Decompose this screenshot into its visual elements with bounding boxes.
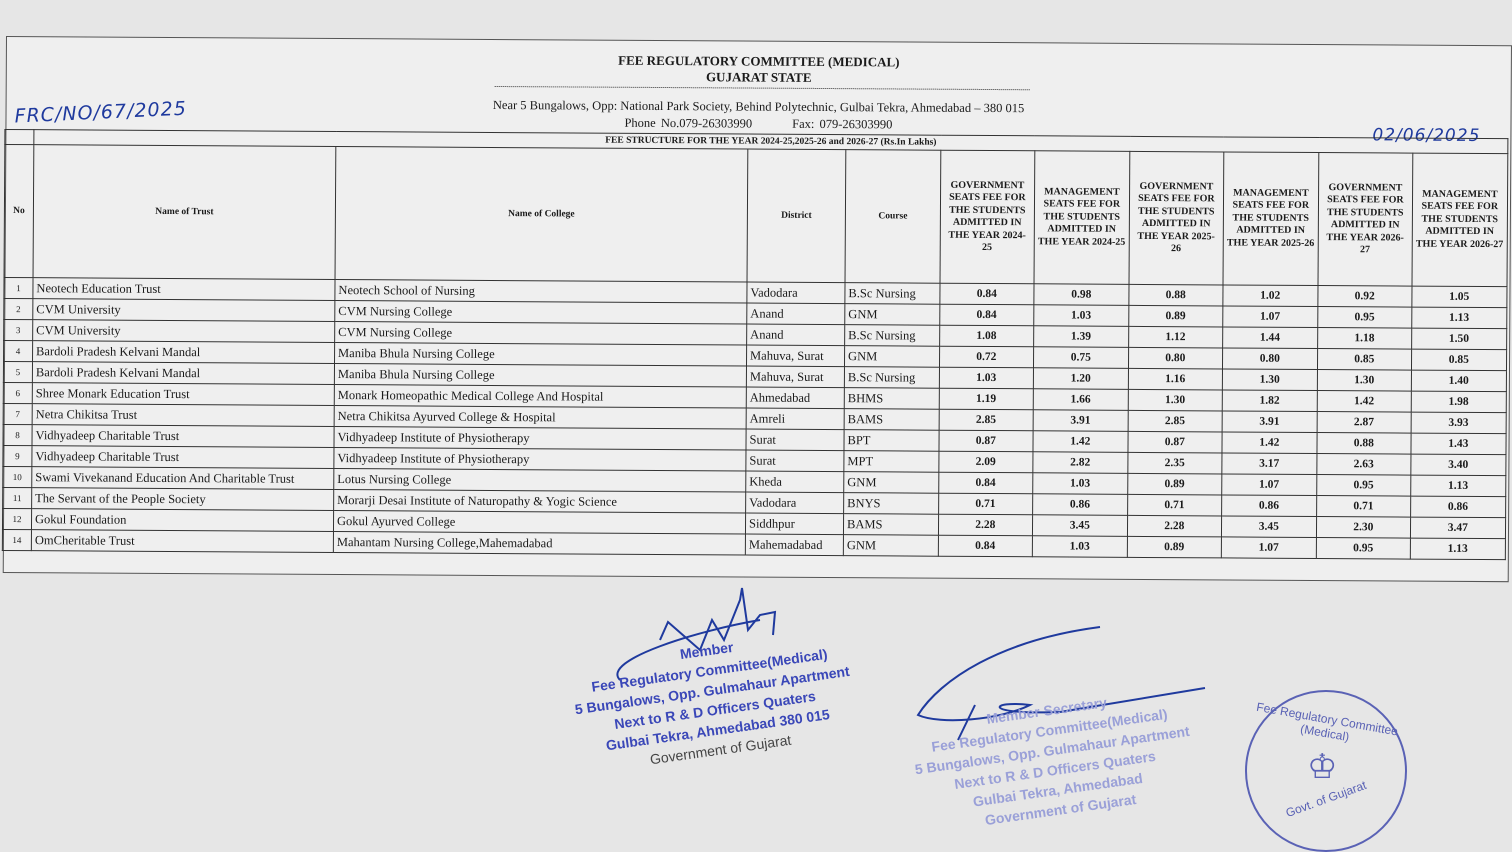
signatures [616, 587, 1206, 741]
official-seal: Fee Regulatory Committee (Medical) ♔ Gov… [1245, 690, 1407, 852]
emblem-icon: ♔ [1307, 748, 1338, 786]
member-signature [616, 587, 777, 681]
secretary-signature [916, 626, 1206, 741]
